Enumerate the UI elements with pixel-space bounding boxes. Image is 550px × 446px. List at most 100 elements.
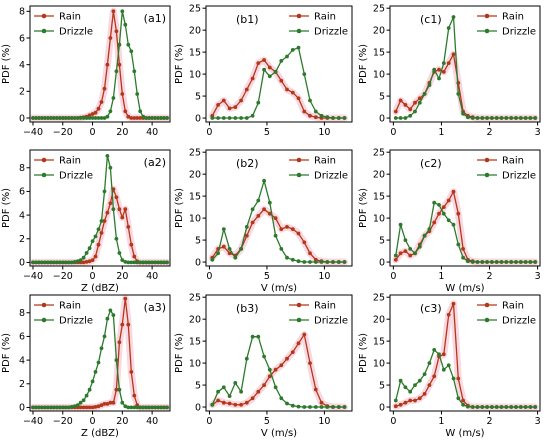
y-tick-label: 0 (379, 113, 385, 124)
legend-swatch-marker (296, 317, 302, 323)
data-point (105, 154, 110, 158)
y-tick-label: 6 (19, 187, 25, 198)
data-point (81, 255, 86, 260)
data-point (262, 207, 266, 212)
data-point (417, 396, 422, 401)
legend: Rain Drizzle (477, 156, 536, 182)
data-point (159, 405, 164, 410)
data-point (408, 398, 413, 403)
data-point (518, 116, 523, 120)
data-point (120, 322, 125, 327)
legend-swatch-marker (484, 172, 490, 178)
data-point (60, 405, 65, 410)
data-point (451, 301, 456, 306)
data-point (490, 116, 494, 120)
data-point (250, 207, 255, 212)
data-point (57, 260, 62, 265)
data-point (102, 219, 107, 223)
data-point (153, 260, 158, 265)
data-point (456, 376, 461, 381)
data-point (466, 115, 470, 120)
data-point (290, 90, 295, 95)
data-point (446, 26, 451, 30)
data-point (84, 260, 89, 264)
data-point (319, 400, 324, 405)
data-point (296, 259, 301, 264)
data-point (96, 106, 101, 111)
data-point (308, 260, 312, 264)
data-point (120, 9, 125, 14)
x-tick-label: −20 (53, 416, 73, 427)
x-tick-label: 10 (318, 416, 330, 427)
data-point (239, 389, 244, 394)
data-point (114, 387, 119, 392)
data-point (111, 313, 116, 317)
data-point (60, 116, 65, 120)
data-point (96, 242, 101, 247)
x-tick-label: −20 (53, 271, 73, 282)
series-drizzle (393, 200, 538, 264)
series-rain (208, 56, 348, 122)
legend-swatch-marker (484, 13, 490, 19)
plot-frame (205, 149, 353, 267)
data-point (147, 116, 152, 120)
data-point (302, 240, 307, 245)
data-point (336, 405, 341, 409)
data-point (466, 259, 470, 264)
data-point (54, 260, 59, 265)
data-point (250, 396, 255, 401)
data-point (302, 405, 307, 409)
data-point (126, 114, 131, 119)
x-axis-label: V (m/s) (261, 428, 297, 439)
data-point (150, 260, 155, 265)
data-point (494, 405, 499, 409)
data-point (111, 207, 116, 212)
data-point (227, 106, 232, 111)
data-point (499, 260, 504, 264)
data-point (69, 116, 74, 120)
legend: Rain Drizzle (34, 301, 93, 327)
legend-swatch-marker (41, 317, 47, 323)
data-point (461, 247, 465, 251)
data-point (117, 207, 122, 212)
legend-swatch-marker (484, 317, 490, 323)
data-point (108, 308, 113, 313)
data-point (210, 116, 215, 120)
data-point (393, 398, 398, 403)
data-point (313, 109, 318, 114)
data-point (504, 260, 509, 264)
x-tick-label: −40 (23, 416, 43, 427)
data-point (331, 405, 335, 409)
data-point (296, 341, 301, 346)
data-point (221, 227, 226, 232)
data-point (308, 361, 312, 365)
legend-label: Rain (59, 12, 81, 23)
plot-frame (29, 149, 171, 267)
data-point (413, 398, 417, 403)
data-point (72, 260, 77, 264)
data-point (239, 116, 244, 120)
data-point (43, 116, 47, 120)
data-point (105, 62, 110, 67)
panel-b1: 0 5 10 0 5 10 15 20 25 PDF (%) Rain Drizzle (b1) (174, 3, 353, 138)
data-point (422, 92, 427, 96)
data-point (227, 247, 232, 251)
data-point (37, 405, 41, 410)
legend-label: Rain (502, 12, 524, 23)
y-tick-label: 6 (19, 332, 25, 343)
panel-label: (c2) (420, 157, 442, 170)
data-point (290, 257, 295, 262)
x-tick-label: 1 (438, 127, 444, 138)
data-point (451, 222, 456, 227)
data-point (279, 227, 284, 232)
y-tick-label: 20 (189, 169, 201, 180)
x-tick-label: 10 (318, 271, 330, 282)
data-point (319, 405, 324, 409)
data-point (78, 405, 83, 410)
data-point (239, 98, 244, 103)
x-tick-label: 20 (116, 127, 128, 138)
data-point (475, 405, 480, 409)
data-point (81, 116, 86, 120)
data-point (256, 389, 261, 394)
y-tick-label: 15 (189, 191, 201, 202)
